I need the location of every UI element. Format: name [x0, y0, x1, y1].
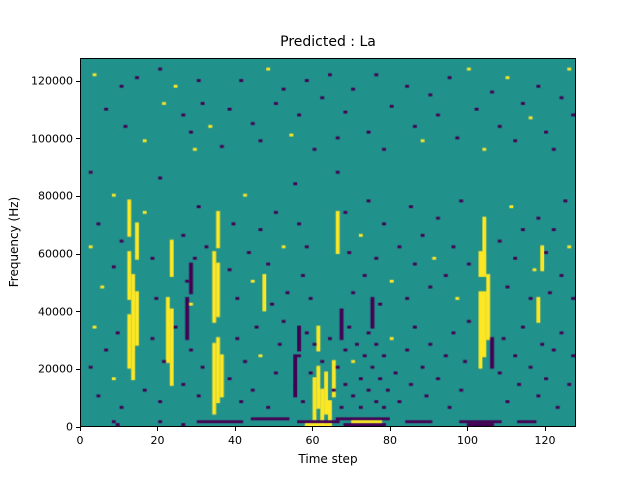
heatmap-canvas: [81, 59, 575, 426]
x-tick-mark: [544, 427, 546, 431]
y-tick-mark: [76, 368, 80, 370]
y-axis-label: Frequency (Hz): [7, 196, 21, 288]
x-tick-mark: [234, 427, 236, 431]
y-tick-mark: [76, 80, 80, 82]
x-tick-mark: [157, 427, 158, 431]
plot-area: [80, 58, 576, 427]
y-tick-mark: [76, 253, 80, 255]
x-tick-mark: [312, 427, 313, 431]
x-axis-label: Time step: [298, 452, 358, 466]
y-tick-label: 100000: [31, 132, 73, 146]
y-tick-mark: [76, 311, 80, 313]
x-tick-label: 100: [457, 434, 478, 447]
x-tick-label: 60: [305, 434, 320, 447]
y-tick-label: 60000: [38, 247, 73, 261]
x-tick-label: 20: [150, 434, 165, 447]
x-tick-mark: [79, 427, 81, 431]
x-tick-label: 120: [534, 434, 556, 447]
x-tick-label: 40: [228, 434, 242, 447]
x-tick-mark: [467, 427, 468, 431]
y-tick-label: 0: [66, 420, 73, 434]
x-tick-label: 80: [383, 434, 397, 447]
y-tick-label: 120000: [31, 74, 73, 88]
y-tick-label: 20000: [38, 362, 73, 376]
y-tick-label: 80000: [38, 189, 73, 203]
x-tick-label: 0: [76, 434, 84, 447]
y-tick-mark: [76, 138, 80, 140]
y-tick-mark: [76, 195, 80, 197]
y-tick-label: 40000: [38, 305, 73, 319]
y-tick-mark: [76, 426, 80, 428]
plot-title: Predicted : La: [280, 34, 376, 50]
x-tick-mark: [389, 427, 391, 431]
